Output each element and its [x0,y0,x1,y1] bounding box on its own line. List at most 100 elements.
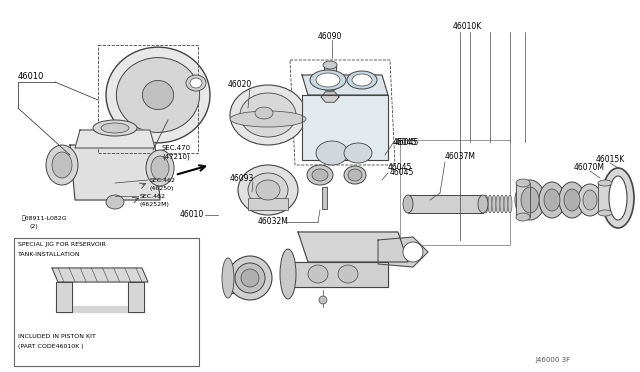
Ellipse shape [508,195,512,213]
Ellipse shape [280,249,296,299]
Ellipse shape [255,107,273,119]
Ellipse shape [46,145,78,185]
Ellipse shape [496,195,500,213]
Ellipse shape [598,210,612,216]
Polygon shape [378,237,428,267]
Ellipse shape [492,195,496,213]
Bar [324,65,336,87]
Polygon shape [75,130,155,148]
Ellipse shape [500,195,504,213]
Ellipse shape [256,180,280,200]
Ellipse shape [93,120,137,136]
Ellipse shape [564,189,580,211]
Ellipse shape [323,61,337,69]
Ellipse shape [241,269,259,287]
Ellipse shape [338,265,358,283]
Ellipse shape [583,190,597,210]
Text: (2): (2) [30,224,39,229]
Ellipse shape [488,195,492,213]
Ellipse shape [101,123,129,133]
Text: ⓝ08911-L082G: ⓝ08911-L082G [22,215,68,221]
Ellipse shape [248,173,288,207]
Ellipse shape [521,187,539,213]
Text: 46045: 46045 [390,168,414,177]
Text: 46020: 46020 [228,80,252,89]
Text: 46037M: 46037M [445,152,476,161]
Bar [248,198,288,210]
Ellipse shape [559,182,585,218]
Ellipse shape [52,152,72,178]
Text: 46045: 46045 [388,163,412,172]
Text: 46090: 46090 [318,32,342,41]
Ellipse shape [222,258,234,298]
Polygon shape [128,282,144,312]
Ellipse shape [478,195,488,213]
Text: INCLUDED IN PISTON KIT: INCLUDED IN PISTON KIT [18,334,96,339]
Ellipse shape [352,74,372,86]
Text: SPECIAL JIG FOR RESERVOIR: SPECIAL JIG FOR RESERVOIR [18,242,106,247]
Bar [408,195,483,213]
Ellipse shape [316,73,340,87]
Text: (PART CODE46010K ): (PART CODE46010K ) [18,344,84,349]
Ellipse shape [539,182,565,218]
Ellipse shape [516,179,530,187]
Ellipse shape [106,47,210,143]
Ellipse shape [146,150,174,186]
Polygon shape [321,92,339,102]
Text: 46010: 46010 [180,210,204,219]
Ellipse shape [106,195,124,209]
Polygon shape [56,306,144,312]
Polygon shape [516,183,530,217]
Ellipse shape [230,85,306,145]
Ellipse shape [228,256,272,300]
Polygon shape [56,282,72,312]
Ellipse shape [516,213,530,221]
Ellipse shape [235,263,265,293]
Polygon shape [288,262,388,287]
Ellipse shape [504,195,508,213]
Ellipse shape [403,195,413,213]
Text: 46070M: 46070M [574,163,605,172]
Polygon shape [70,145,160,200]
Text: (47210): (47210) [162,154,189,160]
Ellipse shape [143,80,173,110]
Ellipse shape [344,143,372,163]
Text: 46010: 46010 [18,72,44,81]
Text: TANK-INSTALLATION: TANK-INSTALLATION [18,252,81,257]
Ellipse shape [344,166,366,184]
Ellipse shape [578,184,602,216]
Bar [14,238,199,366]
Polygon shape [302,75,388,95]
Ellipse shape [602,168,634,228]
Text: 46015K: 46015K [596,155,625,164]
Bar [400,140,510,245]
Ellipse shape [609,176,627,220]
Text: 46010K: 46010K [453,22,483,31]
Ellipse shape [240,93,296,137]
Bar [218,12,630,360]
Ellipse shape [484,195,488,213]
Bar [598,183,612,213]
Text: SEC.462: SEC.462 [140,194,166,199]
Text: 46032M: 46032M [258,217,289,226]
Ellipse shape [319,296,327,304]
Ellipse shape [151,156,169,180]
Bar [322,187,327,209]
Polygon shape [52,268,148,282]
Ellipse shape [403,242,423,262]
Bar [228,263,258,293]
Text: SEC.462: SEC.462 [150,178,176,183]
Polygon shape [302,95,388,160]
Text: J46000 3F: J46000 3F [535,357,570,363]
Ellipse shape [316,141,348,165]
Ellipse shape [307,165,333,185]
Ellipse shape [308,265,328,283]
Ellipse shape [190,78,202,88]
Ellipse shape [310,70,346,90]
Ellipse shape [515,180,545,220]
Ellipse shape [598,180,612,186]
Ellipse shape [238,165,298,215]
Polygon shape [298,232,408,262]
Ellipse shape [544,189,560,211]
Ellipse shape [230,111,306,127]
